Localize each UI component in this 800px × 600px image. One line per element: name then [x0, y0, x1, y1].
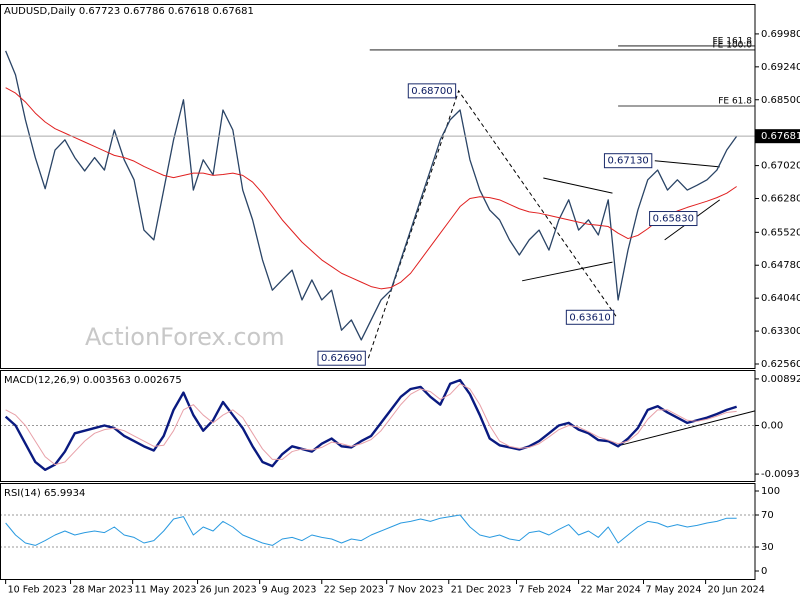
plot-area — [0, 45, 756, 548]
annotation-label: 0.67130 — [607, 156, 648, 167]
x-tick-label: 10 Feb 2023 — [8, 585, 67, 596]
current-price-label: 0.67681 — [761, 131, 800, 142]
y-tick-label: 30 — [761, 542, 774, 553]
y-tick-label: 0.66280 — [761, 194, 800, 205]
chart-title: AUDUSD,Daily 0.67723 0.67786 0.67618 0.6… — [4, 6, 254, 17]
y-tick-label: 0.64040 — [761, 293, 800, 304]
level-label: FE 161.8 — [713, 36, 753, 46]
series-line — [5, 87, 737, 290]
trend-line — [543, 177, 613, 194]
y-tick-label: 0.63300 — [761, 326, 800, 337]
level-label: FE 61.8 — [718, 96, 752, 106]
x-tick-label: 22 Sep 2023 — [324, 585, 384, 596]
x-tick-label: 9 Aug 2023 — [262, 585, 317, 596]
x-tick-label: 26 Jun 2023 — [200, 585, 257, 596]
x-tick-label: 7 May 2024 — [646, 585, 702, 596]
y-tick-label: 70 — [761, 510, 774, 521]
annotation-label: 0.68700 — [411, 86, 452, 97]
y-tick-label: -0.009321 — [761, 469, 800, 480]
y-tick-label: 0.008929 — [761, 374, 800, 385]
watermark: ActionForex.com — [85, 323, 285, 351]
macd-frame — [0, 370, 756, 482]
y-tick-label: 0 — [761, 566, 767, 577]
y-tick-label: 0.68500 — [761, 95, 800, 106]
current-price-box — [755, 129, 800, 144]
y-tick-label: 0.62560 — [761, 359, 800, 370]
annotation-box — [649, 211, 698, 227]
y-tick-label: 0.69980 — [761, 29, 800, 40]
y-tick-label: 100 — [761, 486, 780, 497]
y-tick-label: 0.69240 — [761, 62, 800, 73]
annotation-label: 0.63610 — [569, 312, 610, 323]
x-tick-label: 7 Nov 2023 — [389, 585, 444, 596]
annotation-label: 0.62690 — [321, 353, 362, 364]
series-line — [5, 383, 737, 466]
panel-title: MACD(12,26,9) 0.003563 0.002675 — [4, 375, 182, 386]
series-line — [4, 378, 738, 471]
annotation-box — [317, 350, 366, 366]
trend-line — [522, 261, 613, 282]
x-tick-label: 28 Mar 2023 — [73, 585, 133, 596]
x-tick-label: 22 Mar 2024 — [581, 585, 641, 596]
series-line — [5, 50, 738, 341]
trend-line — [617, 410, 756, 447]
annotation-box — [407, 83, 457, 99]
level-label: FE 100.0 — [713, 40, 753, 50]
x-tick-label: 7 Feb 2024 — [519, 585, 572, 596]
y-tick-label: 0.67020 — [761, 161, 800, 172]
price-frame — [0, 4, 756, 369]
panel-title: RSI(14) 65.9934 — [4, 488, 85, 499]
x-tick-label: 11 May 2023 — [135, 585, 197, 596]
x-tick-label: 21 Dec 2023 — [451, 585, 512, 596]
annotation-box — [603, 153, 653, 169]
y-tick-label: 0.65520 — [761, 227, 800, 238]
series-line — [5, 514, 737, 546]
trend-line — [654, 160, 720, 168]
y-tick-label: 0.64780 — [761, 260, 800, 271]
rsi-frame — [0, 483, 756, 580]
annotation-label: 0.65830 — [653, 214, 694, 225]
annotation-box — [565, 309, 615, 325]
y-tick-label: 0.00 — [761, 420, 783, 431]
x-tick-label: 20 Jun 2024 — [708, 585, 765, 596]
